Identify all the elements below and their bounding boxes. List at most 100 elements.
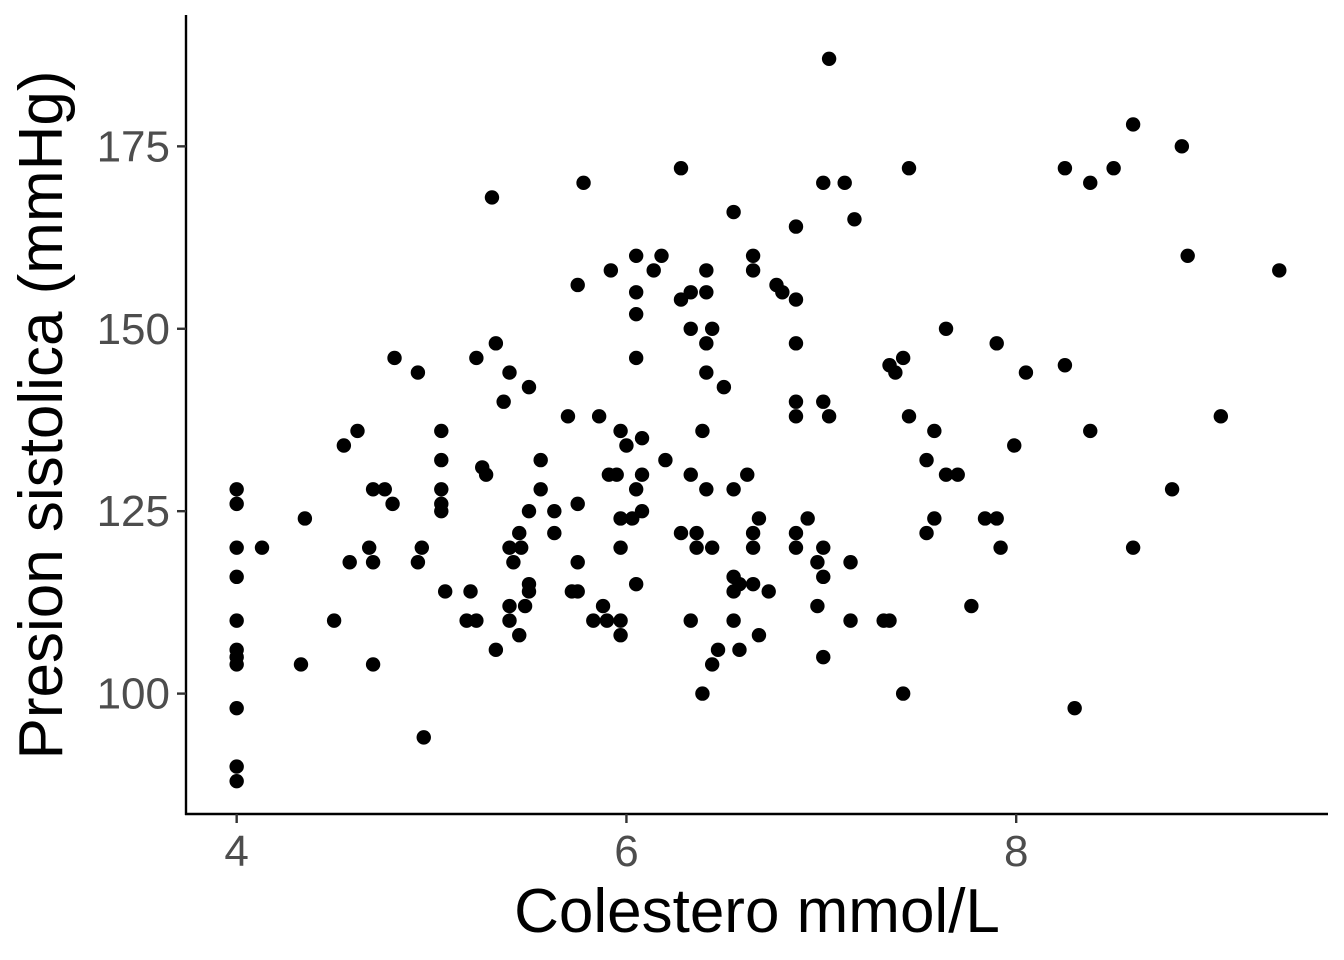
scatter-point: [469, 350, 484, 366]
scatter-point: [938, 321, 954, 336]
scatter-point: [576, 175, 591, 191]
scatter-point: [502, 613, 517, 628]
scatter-point: [843, 555, 858, 570]
scatter-point: [683, 321, 698, 336]
scatter-point: [229, 700, 244, 716]
scatter-point: [570, 584, 585, 599]
scatter-point: [229, 773, 244, 789]
x-tick-label: 4: [224, 827, 248, 876]
scatter-point: [837, 175, 852, 191]
scatter-point: [336, 438, 352, 453]
x-axis-title: Colestero mmol/L: [514, 877, 1000, 946]
scatter-point: [478, 467, 494, 482]
scatter-point: [710, 642, 726, 658]
scatter-point: [919, 452, 934, 468]
scatter-point: [732, 576, 747, 592]
scatter-point: [434, 423, 449, 439]
scatter-point: [816, 394, 831, 409]
scatter-point: [628, 350, 644, 366]
scatter-point: [586, 613, 601, 628]
scatter-point: [699, 365, 714, 380]
scatter-point: [695, 686, 710, 701]
scatter-point: [1180, 248, 1195, 263]
scatter-point: [901, 409, 917, 424]
scatter-point: [365, 482, 381, 497]
scatter-point: [788, 219, 804, 234]
scatter-point: [673, 525, 689, 541]
scatter-point: [1067, 700, 1082, 716]
scatter-point: [365, 657, 381, 672]
scatter-point: [1213, 409, 1229, 424]
scatter-point: [821, 51, 837, 66]
scatter-point: [788, 292, 804, 307]
scatter-point: [326, 613, 342, 628]
scatter-point: [816, 175, 831, 191]
scatter-point: [229, 569, 244, 585]
scatter-point: [350, 423, 365, 439]
scatter-point: [989, 511, 1004, 526]
scatter-point: [591, 409, 607, 424]
scatter-point: [469, 613, 484, 628]
scatter-point: [816, 540, 831, 555]
scatter-point: [628, 306, 644, 322]
scatter-point: [547, 503, 562, 519]
scatter-point: [570, 496, 585, 512]
scatter-point: [745, 263, 761, 278]
scatter-point: [683, 613, 698, 628]
scatter-point: [512, 628, 527, 643]
scatter-point: [1083, 423, 1098, 439]
scatter-point: [775, 285, 790, 300]
scatter-point: [1125, 117, 1141, 132]
scatter-point: [1018, 365, 1034, 380]
scatter-point: [751, 511, 767, 526]
scatter-point: [1007, 438, 1022, 453]
scatter-point: [229, 613, 244, 628]
scatter-point: [521, 379, 537, 395]
y-tick-label: 100: [97, 670, 170, 719]
scatter-point: [297, 511, 313, 526]
y-tick-label: 175: [97, 122, 170, 171]
scatter-point: [699, 285, 714, 300]
scatter-point: [463, 584, 478, 599]
scatter-point: [414, 540, 430, 555]
scatter-point: [704, 321, 720, 336]
scatter-point: [788, 525, 804, 541]
scatter-point: [628, 248, 644, 263]
scatter-point: [229, 759, 244, 774]
scatter-point: [689, 525, 704, 541]
scatter-point: [938, 467, 954, 482]
scatter-point: [927, 511, 942, 526]
scatter-point: [726, 204, 741, 220]
scatter-point: [695, 423, 710, 439]
scatter-point: [704, 657, 720, 672]
scatter-point: [919, 525, 934, 541]
scatter-point: [821, 409, 837, 424]
y-axis-ticks: 100 125 150 175: [97, 122, 186, 719]
scatter-point: [387, 350, 402, 366]
scatter-point: [901, 161, 917, 176]
scatter-point: [699, 263, 714, 278]
scatter-point: [810, 598, 825, 614]
scatter-point: [816, 569, 831, 585]
scatter-point: [646, 263, 661, 278]
scatter-point: [927, 423, 942, 439]
scatter-point: [502, 598, 517, 614]
scatter-point: [547, 525, 562, 541]
scatter-point: [628, 576, 644, 592]
scatter-point: [847, 212, 862, 227]
scatter-point: [726, 482, 741, 497]
scatter-point: [434, 452, 449, 468]
scatter-point: [761, 584, 776, 599]
scatter-point: [229, 657, 244, 672]
scatter-point: [229, 482, 244, 497]
scatter-point: [488, 642, 504, 658]
scatter-point: [810, 555, 825, 570]
scatter-point: [434, 482, 449, 497]
scatter-point: [570, 555, 585, 570]
scatter-point: [521, 584, 537, 599]
scatter-point: [385, 496, 400, 512]
scatter-point: [745, 576, 761, 592]
scatter-point: [716, 379, 732, 395]
scatter-point: [1174, 139, 1190, 154]
scatter-point: [517, 598, 533, 614]
